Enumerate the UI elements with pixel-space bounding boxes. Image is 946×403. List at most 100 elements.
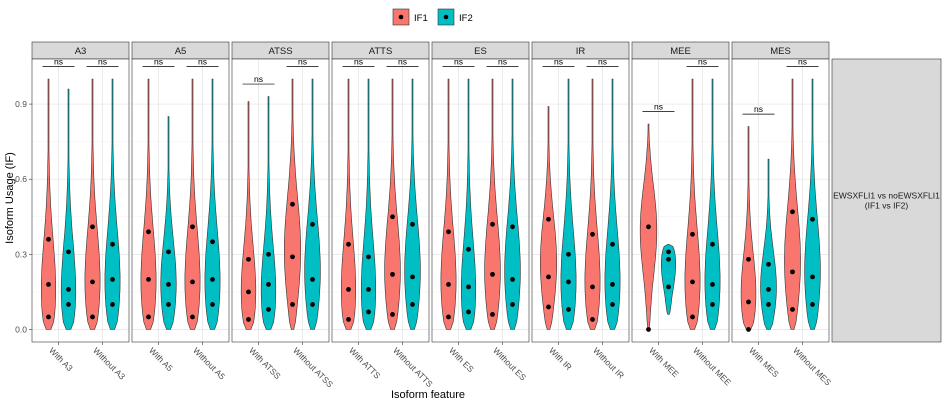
if1-point (246, 317, 251, 322)
facet-strip-mes: MES (731, 41, 830, 60)
x-tick-label: With MES (747, 345, 781, 379)
if2-point (410, 221, 415, 227)
if2-point (310, 221, 315, 227)
significance-label: ns (798, 57, 807, 67)
x-tick-label: Without IR (591, 345, 626, 380)
panel-border (731, 58, 830, 343)
if2-point (710, 241, 715, 247)
if2-point (266, 281, 271, 287)
if2-violin (104, 78, 121, 330)
if1-violin (440, 78, 457, 330)
if1-point (346, 317, 351, 322)
if2-point (210, 239, 215, 245)
if2-point (510, 302, 515, 307)
if1-point (346, 287, 351, 292)
if2-point (610, 302, 615, 307)
facet-panels: ns ns ns ns ns ns ns ns ns ns ns ns ns ns ns ns (31, 57, 830, 343)
if1-point (146, 229, 151, 235)
if2-point (566, 307, 571, 312)
if2-point (66, 302, 71, 307)
if1-point (446, 229, 451, 235)
group-without-atts: ns (384, 57, 421, 330)
y-tick-label: 0.3 (15, 249, 27, 259)
if2-violin (504, 78, 521, 330)
if1-point (690, 279, 695, 285)
legend-item-if2: IF2 (437, 8, 473, 26)
x-tick-label: With ATSS (247, 345, 283, 381)
x-tick-label: With IR (547, 345, 574, 372)
if2-point (210, 302, 215, 307)
if2-point (510, 224, 515, 230)
facet-panel-atss: ns ns (231, 57, 330, 343)
group-with-atss: ns (240, 74, 277, 330)
x-tick-label: Without ATSS (291, 345, 335, 389)
if1-point (746, 299, 751, 305)
legend-dot (443, 14, 449, 20)
group-without-atss: ns (284, 57, 321, 330)
if2-point (510, 276, 515, 282)
panel-border (31, 58, 130, 343)
if1-violin (140, 78, 157, 330)
facet-strip-atss: ATSS (231, 41, 330, 60)
x-tick-label: Without MEE (691, 345, 733, 387)
if1-point (446, 314, 451, 320)
x-tick-label: With MEE (647, 345, 681, 379)
if2-point (810, 274, 815, 280)
if2-point (366, 287, 371, 292)
x-tick-label: Without ES (491, 345, 528, 382)
legend-label: IF2 (459, 13, 473, 24)
if1-violin (784, 78, 801, 330)
x-tick-label: Without ATTS (391, 345, 435, 389)
if1-point (90, 279, 95, 285)
if2-point (766, 261, 771, 267)
x-tick-label: With ATTS (347, 345, 383, 381)
significance-label: ns (698, 57, 707, 67)
facet-strip-label: A3 (75, 46, 87, 57)
significance-label: ns (254, 74, 263, 84)
facet-strip-a5: A5 (131, 41, 230, 60)
if1-violin (740, 126, 757, 330)
y-tick-label: 0.6 (15, 174, 27, 184)
y-tick-label: 0.9 (15, 99, 27, 109)
if2-violin (260, 96, 277, 330)
y-axis-label: Isoform Usage (IF) (4, 152, 16, 244)
panel-border (131, 58, 230, 343)
if2-point (466, 246, 471, 252)
comparison-strip-label: (IF1 vs IF2) (865, 201, 909, 211)
if2-violin (760, 158, 777, 330)
significance-label: ns (554, 57, 563, 67)
if1-point (790, 209, 795, 215)
x-tick-label: Without MES (791, 345, 833, 387)
facet-strip-es: ES (431, 41, 530, 60)
if2-point (710, 281, 715, 287)
if2-point (110, 241, 115, 247)
if1-point (290, 201, 295, 207)
facet-panel-a5: ns ns (131, 57, 230, 343)
if1-violin (84, 78, 101, 330)
if2-point (766, 287, 771, 292)
if1-point (90, 314, 95, 320)
if2-point (266, 251, 271, 257)
if1-violin (584, 78, 601, 330)
facet-panel-mee: ns ns (631, 57, 730, 343)
significance-label: ns (154, 57, 163, 67)
facet-panel-a3: ns ns (31, 57, 130, 343)
significance-label: ns (198, 57, 207, 67)
x-tick-label: With A5 (147, 345, 175, 373)
facet-panel-ir: ns ns (531, 57, 630, 343)
x-axis-label: Isoform feature (391, 389, 465, 401)
if2-point (166, 302, 171, 307)
if2-point (666, 256, 671, 262)
legend: IF1 IF2 (392, 8, 473, 26)
if2-violin (160, 116, 177, 330)
facet-strip-label: ATTS (369, 46, 393, 57)
if1-violin (341, 78, 356, 330)
if1-violin (184, 78, 201, 330)
facet-strip-label: MES (770, 46, 791, 57)
if2-point (666, 284, 671, 290)
if1-point (546, 216, 551, 222)
panel-border (431, 58, 530, 343)
facet-panel-atts: ns ns (331, 57, 430, 343)
if2-violin (804, 78, 821, 330)
